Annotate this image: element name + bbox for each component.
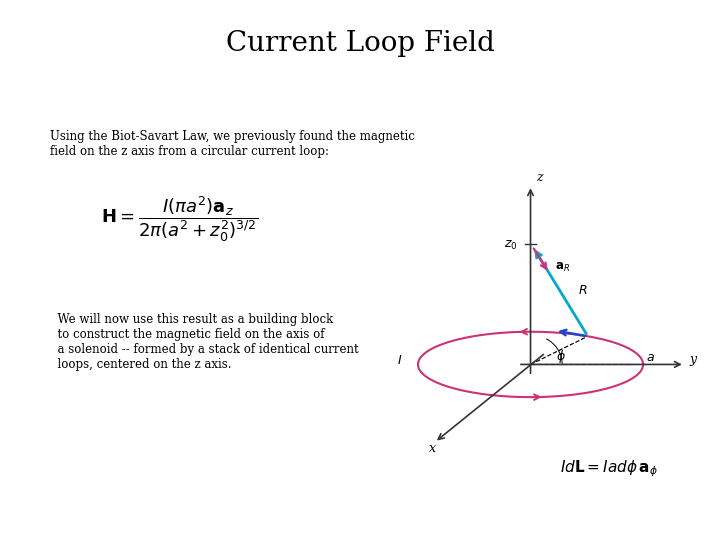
Text: $z_0$: $z_0$	[504, 239, 518, 252]
Text: Using the Biot-Savart Law, we previously found the magnetic
field on the z axis : Using the Biot-Savart Law, we previously…	[50, 130, 415, 158]
Text: $I$: $I$	[397, 354, 402, 367]
Text: Current Loop Field: Current Loop Field	[225, 30, 495, 57]
Text: x: x	[429, 442, 436, 455]
Text: We will now use this result as a building block
  to construct the magnetic fiel: We will now use this result as a buildin…	[50, 313, 359, 371]
Text: z: z	[536, 172, 543, 185]
Text: $R$: $R$	[577, 284, 587, 297]
Text: $\mathbf{a}_R$: $\mathbf{a}_R$	[554, 261, 570, 274]
Text: $Id\mathbf{L} = Iad\phi\,\mathbf{a}_\phi$: $Id\mathbf{L} = Iad\phi\,\mathbf{a}_\phi…	[559, 458, 657, 478]
Text: $\mathbf{H} = \dfrac{I(\pi a^2)\mathbf{a}_z}{2\pi(a^2 + z_0^2)^{3/2}}$: $\mathbf{H} = \dfrac{I(\pi a^2)\mathbf{a…	[101, 194, 258, 244]
Text: $\phi$: $\phi$	[556, 348, 565, 364]
Text: $a$: $a$	[647, 352, 655, 365]
Text: y: y	[690, 353, 697, 366]
